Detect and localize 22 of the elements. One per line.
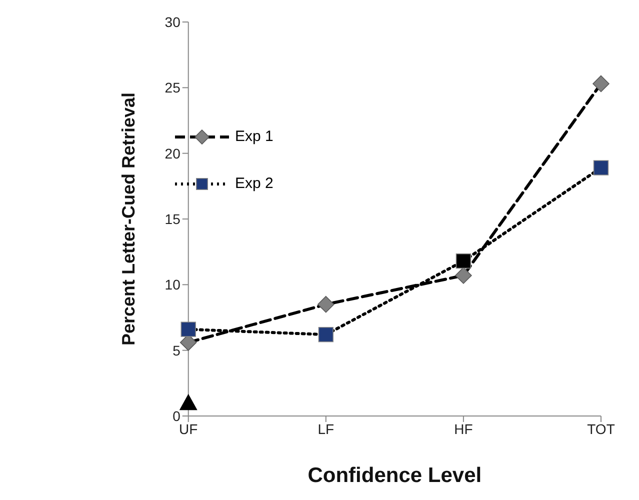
point: [593, 160, 609, 176]
x-tick-label: UF: [179, 420, 198, 437]
legend-label: Exp 2: [235, 175, 274, 192]
y-tick-label: 20: [164, 145, 181, 162]
point: [592, 75, 610, 92]
y-axis-title: Percent Letter-Cued Retrieval: [118, 92, 139, 346]
y-tick-label: 30: [164, 14, 181, 30]
y-tick-label: 5: [172, 342, 181, 358]
y-tick-label: 10: [164, 276, 181, 293]
legend-label: Exp 1: [235, 128, 274, 145]
point: [180, 322, 196, 337]
x-tick-label: LF: [318, 420, 334, 437]
point: [179, 394, 198, 410]
y-tick-label: 25: [164, 80, 181, 96]
x-axis-title: Confidence Level: [308, 464, 482, 487]
point: [318, 326, 334, 342]
y-tick-label: 0: [172, 408, 181, 424]
y-tick-label: 15: [164, 210, 181, 227]
point: [455, 267, 472, 284]
point: [318, 296, 334, 313]
x-tick-label: TOT: [587, 420, 616, 437]
x-tick-label: HF: [454, 420, 473, 437]
